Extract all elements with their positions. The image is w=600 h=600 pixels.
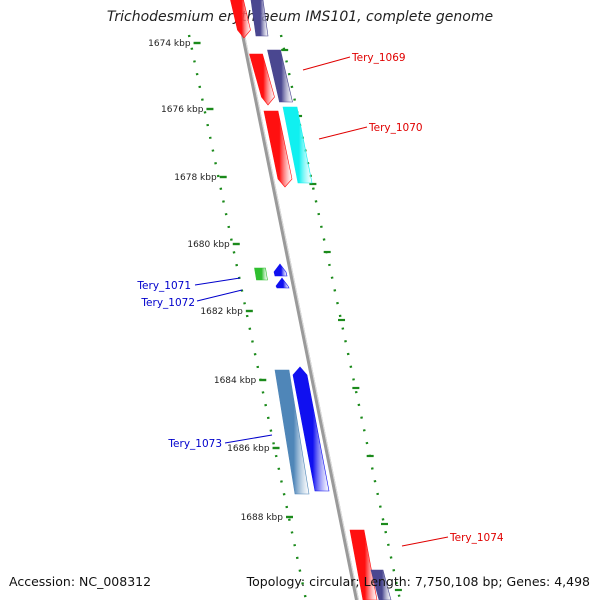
- ruler-tick-label: 1686 kbp: [227, 444, 270, 454]
- ruler-tick-label: 1682 kbp: [200, 307, 243, 317]
- gene-tery-1074-b: [370, 569, 392, 600]
- gene-tery-1071: [254, 267, 268, 281]
- gene-label: Tery_1074: [449, 532, 504, 544]
- gene-label-leader: [196, 289, 243, 302]
- gene-tery-1073-a: [274, 369, 310, 495]
- gene-tery-1072-b: [275, 277, 290, 289]
- backbone-line: [234, 0, 359, 600]
- right-ruler-line: [279, 34, 402, 600]
- gene-label: Tery_1071: [136, 280, 191, 292]
- ruler-tick-label: 1688 kbp: [241, 513, 284, 523]
- gene-label-leader: [401, 536, 449, 547]
- gene-tery-1073-b: [292, 366, 330, 492]
- gene-label: Tery_1073: [167, 438, 222, 450]
- gene-label: Tery_1072: [140, 297, 195, 309]
- gene-label: Tery_1070: [368, 122, 423, 134]
- gene-partial-top-navy: [250, 0, 269, 37]
- gene-label-leader: [224, 434, 273, 444]
- gene-tery-1069-b: [267, 49, 293, 103]
- gene-partial-top-red: [230, 0, 251, 39]
- gene-label-leader: [302, 56, 351, 71]
- gene-tery-1074-a: [349, 529, 378, 600]
- gene-label-leader: [194, 277, 241, 286]
- backbone-highlight: [237, 0, 359, 600]
- accession-text: Accession: NC_008312: [9, 574, 152, 589]
- gene-label-leader: [318, 126, 368, 140]
- gene-label: Tery_1069: [351, 52, 406, 64]
- topology-text: Topology: circular; Length: 7,750,108 bp…: [246, 574, 590, 589]
- ruler-tick-label: 1674 kbp: [148, 39, 191, 49]
- gene-tery-1069-a: [249, 53, 275, 106]
- gene-tery-1072-a: [273, 263, 288, 277]
- gene-tery-1070-b: [282, 106, 313, 184]
- map-title: Trichodesmium erythraeum IMS101, complet…: [106, 9, 494, 25]
- ruler-tick-label: 1678 kbp: [174, 173, 217, 183]
- gene-tery-1070-a: [263, 110, 293, 188]
- ruler-tick-label: 1684 kbp: [214, 376, 257, 386]
- ruler-tick-label: 1676 kbp: [161, 105, 204, 115]
- ruler-tick-label: 1680 kbp: [187, 240, 230, 250]
